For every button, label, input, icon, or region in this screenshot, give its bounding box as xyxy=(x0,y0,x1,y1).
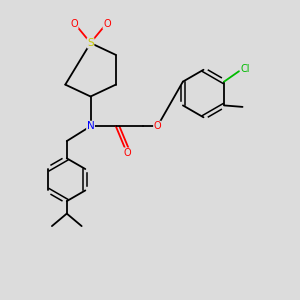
Text: O: O xyxy=(154,121,161,131)
Text: O: O xyxy=(123,148,131,158)
Text: O: O xyxy=(70,19,78,29)
Text: S: S xyxy=(87,38,94,48)
Text: O: O xyxy=(103,19,111,29)
Text: Cl: Cl xyxy=(241,64,250,74)
Text: N: N xyxy=(87,121,94,131)
